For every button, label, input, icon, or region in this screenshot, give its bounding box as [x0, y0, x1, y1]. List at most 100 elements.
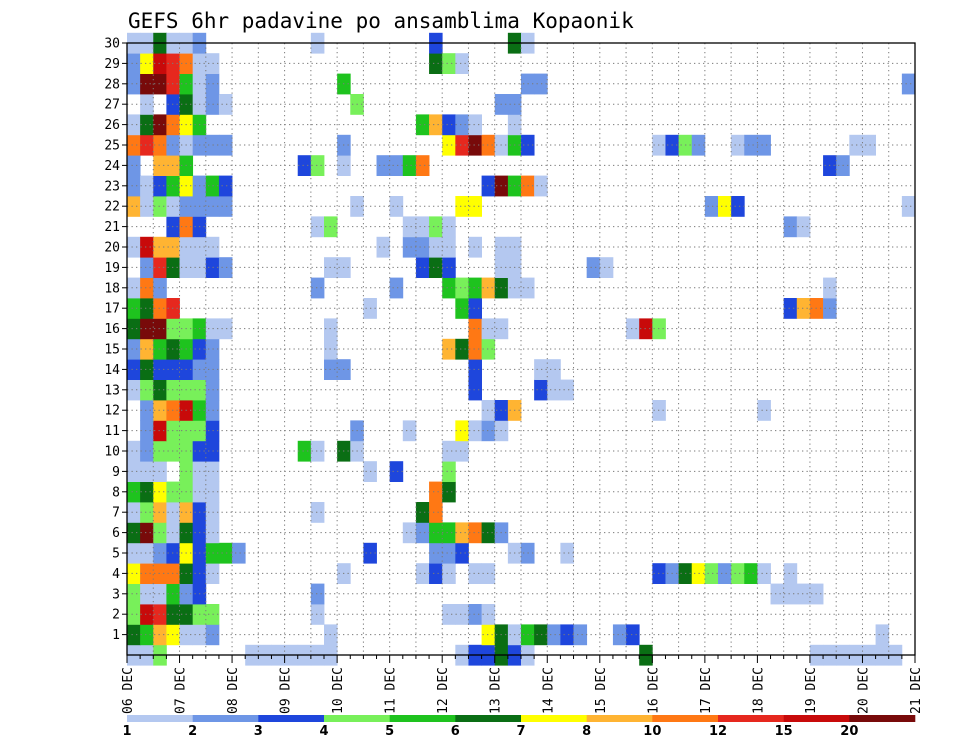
heatmap-cell: [442, 216, 456, 238]
heatmap-cell: [218, 94, 233, 115]
heatmap-cell: [153, 134, 167, 156]
x-tick-label: 08 DEC: [226, 667, 241, 714]
y-tick-label: 7: [112, 506, 120, 521]
heatmap-cell: [468, 114, 482, 136]
heatmap-cell: [481, 277, 496, 299]
heatmap-cell: [468, 563, 482, 584]
heatmap-cell: [153, 542, 167, 564]
heatmap-cell: [455, 440, 469, 462]
heatmap-cell: [153, 114, 167, 136]
heatmap-cell: [783, 563, 798, 584]
heatmap-cell: [415, 257, 430, 278]
heatmap-cell: [140, 542, 154, 564]
heatmap-cell: [140, 338, 154, 360]
heatmap-cell: [455, 522, 469, 544]
heatmap-cell: [481, 175, 496, 197]
heatmap-cell: [468, 522, 482, 544]
heatmap-cell: [455, 277, 469, 299]
heatmap-cell: [770, 583, 785, 605]
heatmap-cell: [140, 522, 154, 544]
heatmap-cell: [153, 236, 167, 258]
heatmap-cell: [415, 563, 430, 584]
heatmap-cell: [153, 359, 167, 380]
y-tick-label: 28: [104, 77, 120, 92]
colorbar-swatch: [192, 715, 259, 722]
y-tick-label: 21: [104, 220, 120, 235]
heatmap-cell: [468, 604, 482, 625]
heatmap-cell: [757, 400, 771, 421]
heatmap-cell: [127, 542, 141, 564]
heatmap-cell: [901, 73, 916, 95]
heatmap-cell: [718, 563, 732, 584]
heatmap-cell: [140, 624, 154, 646]
y-tick-label: 25: [104, 139, 120, 154]
heatmap-cell: [442, 134, 456, 156]
heatmap-cell: [153, 624, 167, 646]
heatmap-cell: [140, 94, 154, 115]
heatmap-cell: [626, 624, 640, 646]
heatmap-cell: [140, 502, 154, 523]
heatmap-cell: [731, 563, 745, 584]
heatmap-cell: [127, 236, 141, 258]
heatmap-cell: [310, 277, 325, 299]
heatmap-cell: [442, 461, 456, 482]
heatmap-cell: [389, 155, 404, 176]
heatmap-cell: [599, 257, 614, 278]
heatmap-cell: [875, 624, 890, 646]
heatmap-cell: [140, 73, 154, 95]
heatmap-cell: [389, 461, 404, 482]
heatmap-cell: [140, 298, 154, 319]
heatmap-cell: [429, 53, 443, 74]
y-tick-label: 18: [104, 281, 120, 296]
colorbar-label: 20: [840, 724, 858, 739]
heatmap-cell: [415, 114, 430, 136]
heatmap-cell: [153, 481, 167, 503]
heatmap-cell: [127, 175, 141, 197]
heatmap-cell: [310, 155, 325, 176]
heatmap-cell: [455, 298, 469, 319]
heatmap-cell: [153, 277, 167, 299]
colorbar-label: 12: [709, 724, 727, 739]
colorbar-label: 6: [451, 724, 460, 739]
heatmap-cell: [744, 134, 758, 156]
heatmap-cell: [127, 155, 141, 176]
colorbar-label: 10: [643, 724, 661, 739]
heatmap-cell: [127, 522, 141, 544]
colorbar-swatch: [455, 715, 522, 722]
y-tick-label: 15: [104, 343, 120, 358]
heatmap-cell: [415, 155, 430, 176]
heatmap-cell: [153, 73, 167, 95]
heatmap-cell: [481, 563, 496, 584]
heatmap-cell: [140, 379, 154, 401]
y-tick-label: 16: [104, 322, 120, 337]
colorbar-label: 4: [319, 724, 328, 739]
colorbar-swatch: [586, 715, 653, 722]
y-tick-label: 8: [112, 485, 120, 500]
heatmap-cell: [442, 542, 456, 564]
y-tick-label: 10: [104, 445, 120, 460]
heatmap-cell: [402, 236, 417, 258]
heatmap-cell: [140, 236, 154, 258]
heatmap-cell: [218, 196, 233, 217]
heatmap-cell: [547, 379, 561, 401]
x-tick-label: 19 DEC: [804, 667, 819, 714]
heatmap-cell: [376, 236, 391, 258]
y-tick-label: 24: [104, 159, 120, 174]
heatmap-cell: [127, 440, 141, 462]
heatmap-cell: [704, 563, 719, 584]
y-tick-label: 30: [104, 37, 120, 52]
heatmap-cell: [415, 216, 430, 238]
heatmap-cell: [140, 440, 154, 462]
heatmap-cell: [415, 502, 430, 523]
colorbar-swatch: [127, 715, 193, 722]
heatmap-cell: [455, 134, 469, 156]
heatmap-cell: [481, 624, 496, 646]
x-tick-label: 14 DEC: [541, 667, 556, 714]
heatmap-cell: [455, 542, 469, 564]
heatmap-cell: [127, 604, 141, 625]
heatmap-cell: [731, 196, 745, 217]
heatmap-cell: [429, 481, 443, 503]
y-tick-label: 4: [112, 567, 120, 582]
heatmap-cell: [612, 624, 627, 646]
heatmap-cell: [310, 583, 325, 605]
